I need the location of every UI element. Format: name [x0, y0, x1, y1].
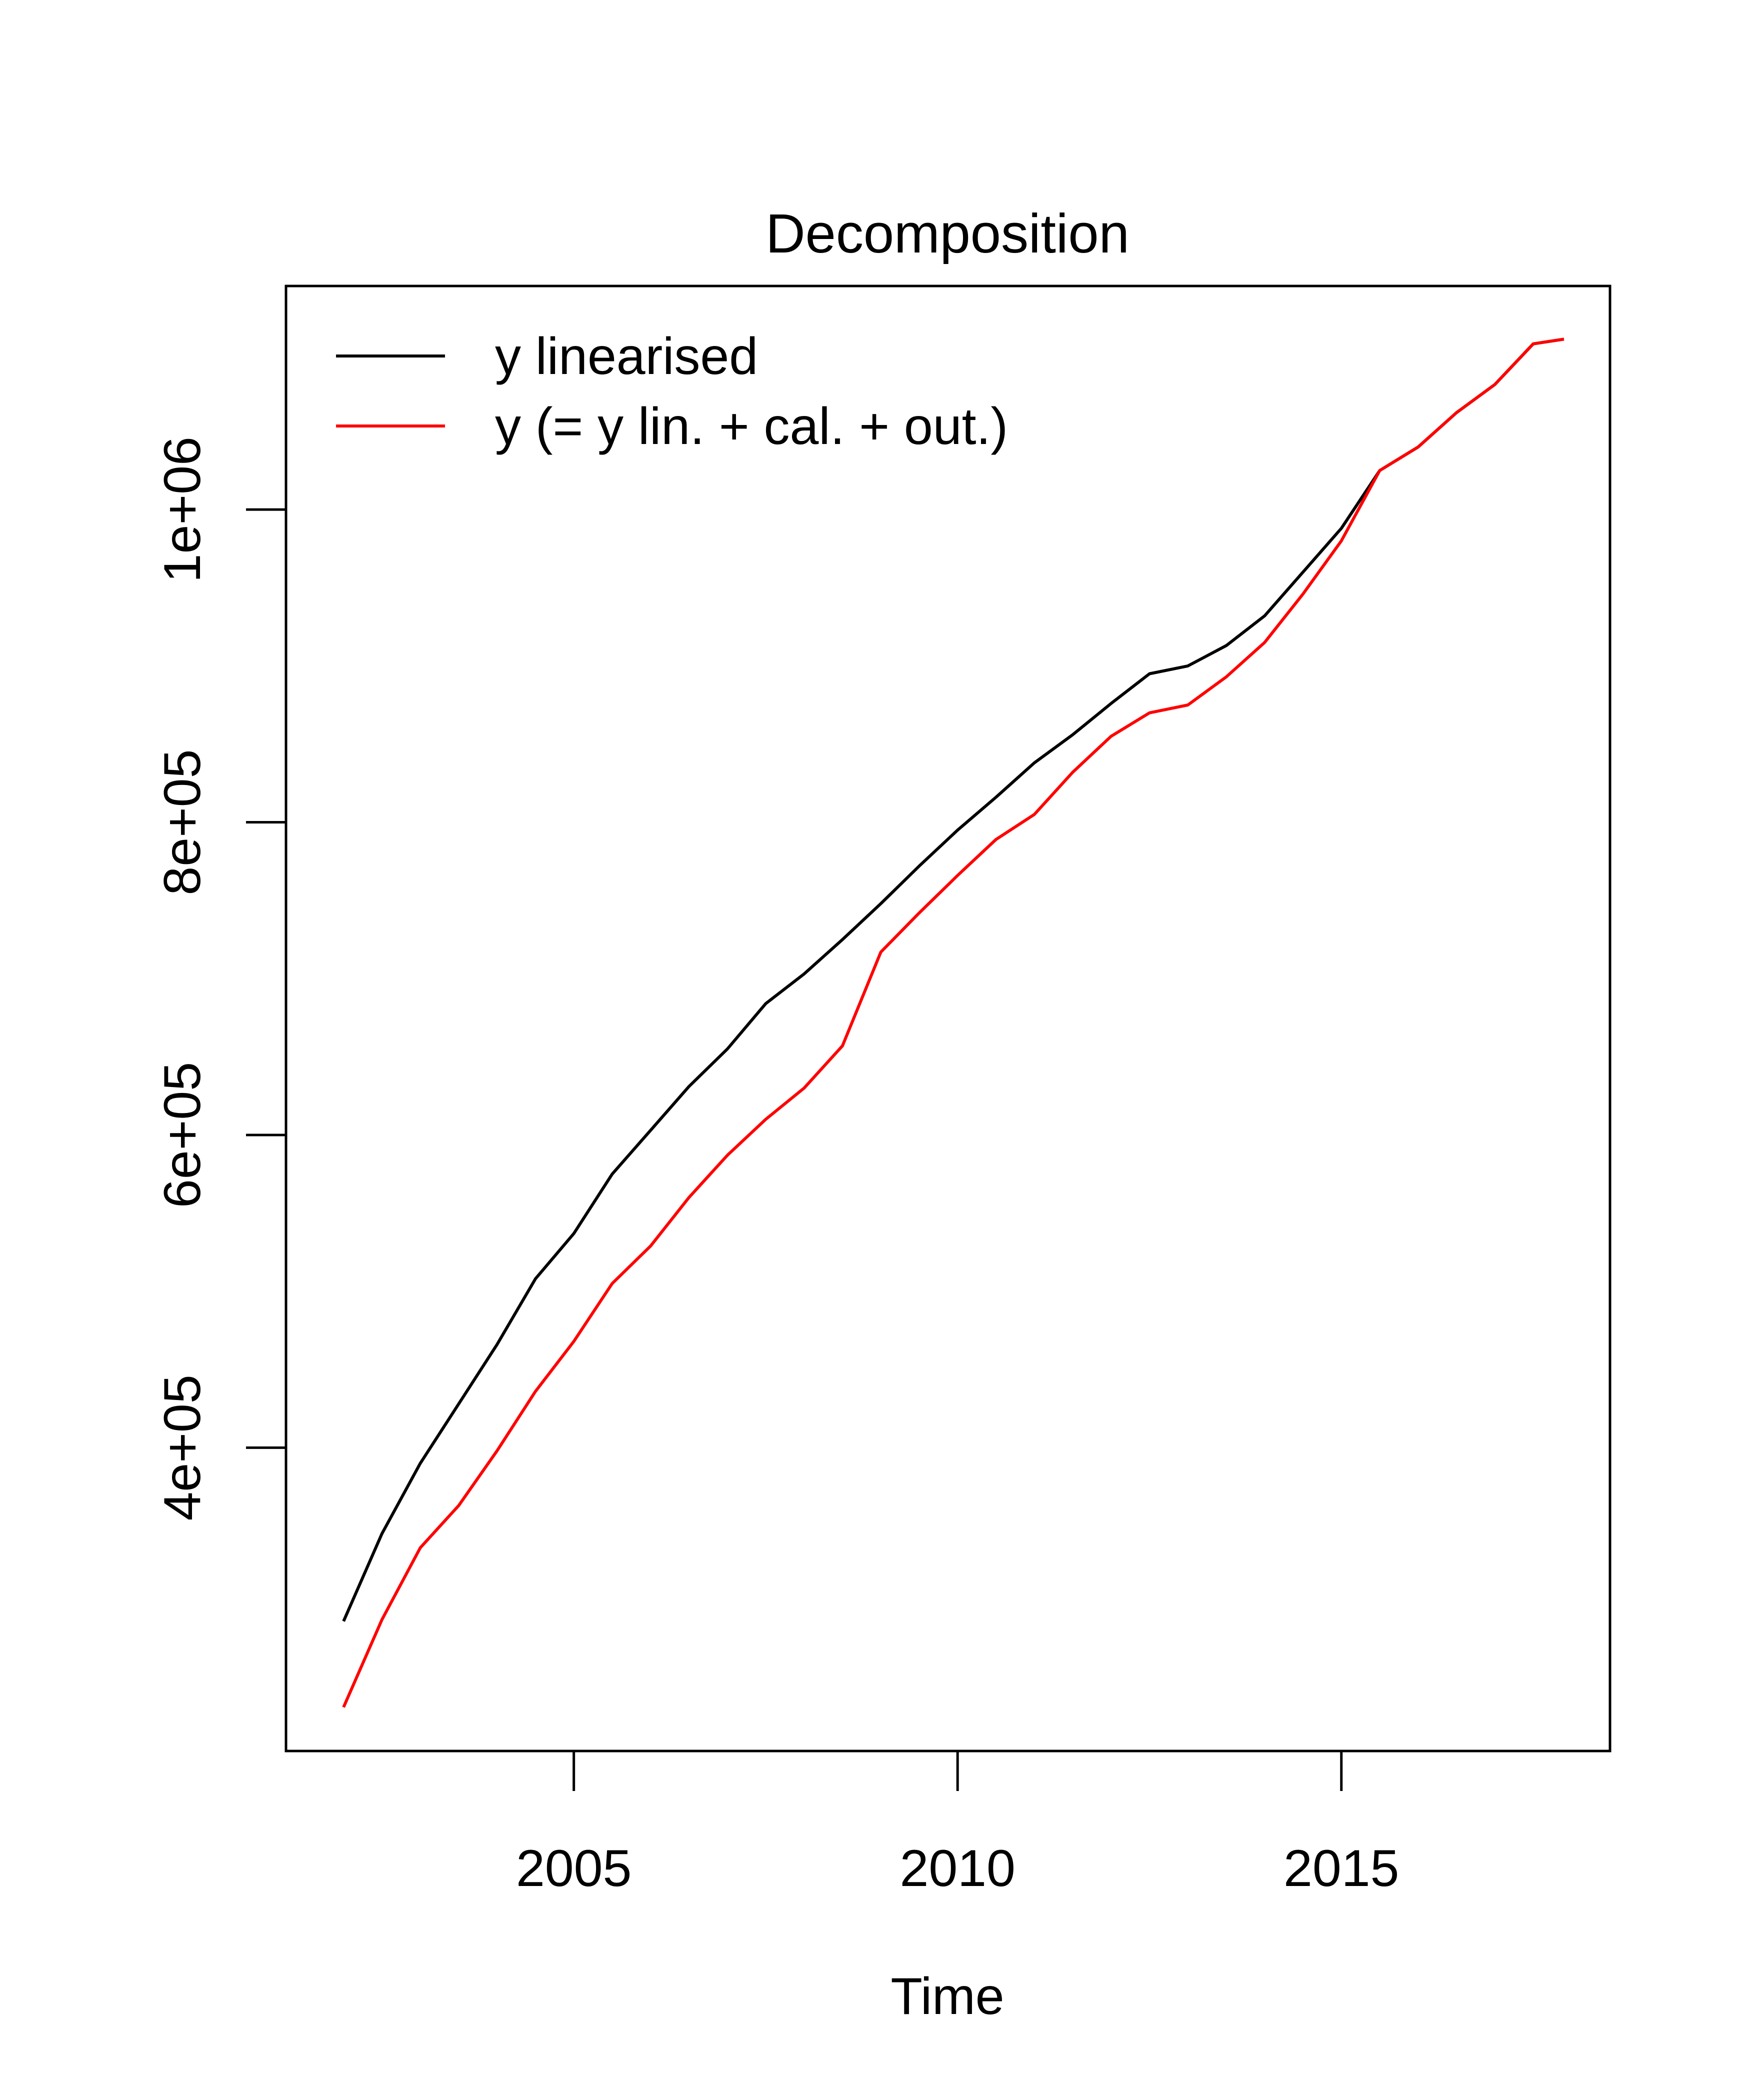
x-axis: 2005 2010 2015: [516, 1750, 1399, 1898]
y-tick-label: 8e+05: [154, 750, 212, 896]
x-tick-label: 2010: [900, 1840, 1016, 1898]
legend-label: y (= y lin. + cal. + out.): [495, 398, 1008, 456]
legend: y linearised y (= y lin. + cal. + out.): [336, 328, 1008, 456]
y-tick-label: 1e+06: [154, 436, 212, 582]
y-axis: 4e+05 6e+05 8e+05 1e+06: [154, 436, 288, 1520]
series-line-1: [342, 338, 1564, 1622]
chart-title: Decomposition: [766, 203, 1130, 264]
plot-lines: [342, 338, 1564, 1708]
legend-label: y linearised: [495, 328, 758, 386]
y-tick-label: 4e+05: [154, 1374, 212, 1520]
x-tick-label: 2005: [516, 1840, 632, 1898]
x-axis-label: Time: [890, 1968, 1004, 2026]
x-tick-label: 2015: [1284, 1840, 1399, 1898]
series-line-2: [342, 338, 1564, 1708]
y-tick-label: 6e+05: [154, 1062, 212, 1208]
